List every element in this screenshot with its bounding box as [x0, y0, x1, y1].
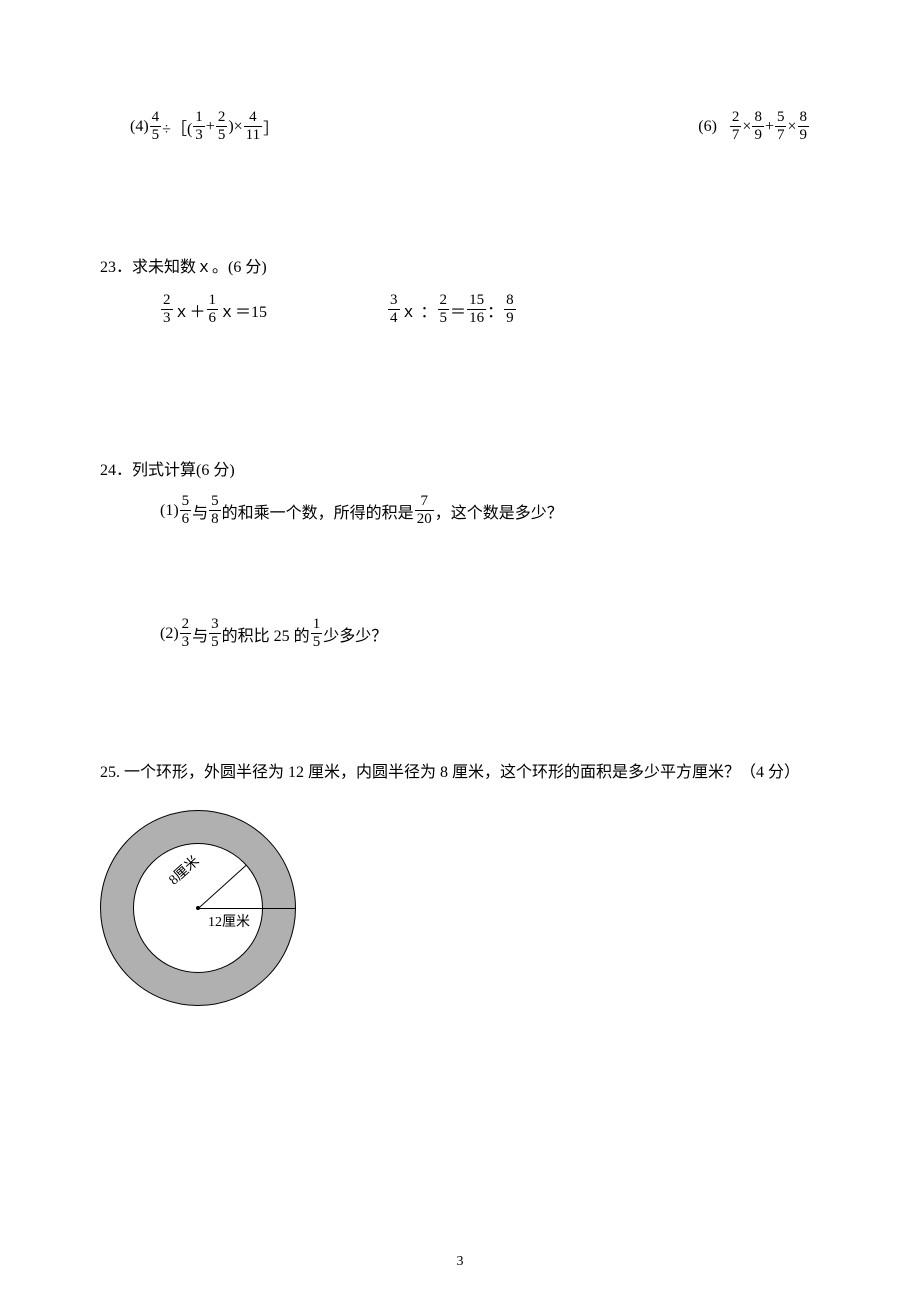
fraction: 25 [216, 110, 228, 143]
center-dot [196, 906, 200, 910]
fraction: 35 [209, 617, 221, 650]
fraction: 23 [161, 293, 173, 326]
fraction: 15 [311, 617, 323, 650]
q23-eq2: 34 ｘ ： 25 ＝ 1516 ： 89 [387, 293, 517, 326]
outer-radius-line [198, 908, 296, 909]
fraction: 16 [207, 293, 219, 326]
q24-heading: 24．列式计算(6 分) [100, 456, 820, 480]
fraction: 34 [388, 293, 400, 326]
fraction: 89 [752, 110, 764, 143]
expr-6: (6) 27 × 89 + 57 × 89 [698, 110, 820, 143]
ring-figure: 8厘米 12厘米 [100, 810, 300, 1010]
fraction: 45 [150, 110, 162, 143]
page-number: 3 [0, 1254, 920, 1270]
fraction: 1516 [467, 293, 486, 326]
fraction: 89 [798, 110, 810, 143]
fraction: 13 [193, 110, 205, 143]
outer-radius-label: 12厘米 [208, 911, 250, 931]
fraction: 25 [438, 293, 450, 326]
expr-4: (4) 45 ÷［( 13 + 25 )× 411 ］ [100, 110, 279, 143]
q24-sub2: (2) 23 与 35 的积比 25 的 15 少多少？ [100, 617, 820, 650]
q24-sub1: (1) 56 与 58 的和乘一个数，所得的积是 720 ，这个数是多少？ [100, 494, 820, 527]
fraction: 720 [415, 494, 434, 527]
fraction: 56 [180, 494, 192, 527]
expression-row: (4) 45 ÷［( 13 + 25 )× 411 ］ (6) 27 × 89 … [100, 110, 820, 143]
q23-heading: 23．求未知数ｘ。(6 分) [100, 253, 820, 277]
fraction: 411 [244, 110, 262, 143]
fraction: 23 [180, 617, 192, 650]
fraction: 57 [775, 110, 787, 143]
fraction: 89 [504, 293, 516, 326]
q23-eq1: 23 ｘ＋ 16 ｘ＝15 [160, 293, 267, 326]
fraction: 27 [730, 110, 742, 143]
expr-4-label: (4) [130, 118, 149, 136]
expr-6-label: (6) [698, 118, 729, 136]
fraction: 58 [209, 494, 221, 527]
q25-heading: 25. 一个环形，外圆半径为 12 厘米，内圆半径为 8 厘米，这个环形的面积是… [100, 760, 820, 786]
